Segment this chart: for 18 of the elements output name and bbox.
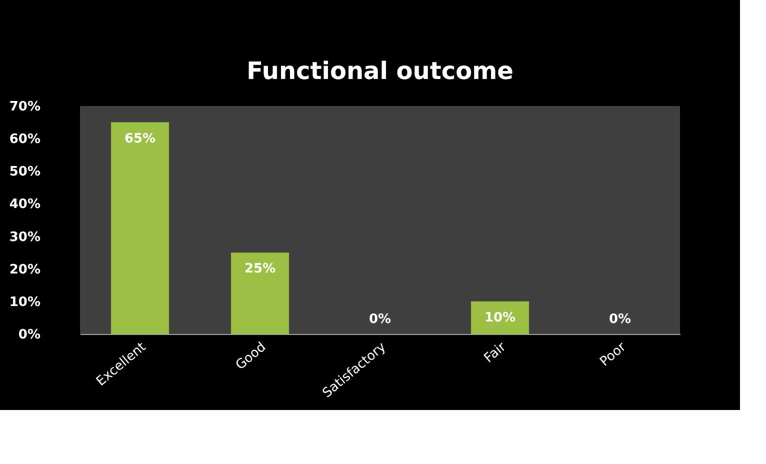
data-label: 65% (124, 131, 156, 146)
y-tick-label: 10% (9, 294, 40, 310)
x-tick-label: Fair (482, 339, 510, 366)
y-tick-label: 70% (9, 100, 40, 114)
y-tick-label: 50% (9, 164, 40, 180)
data-label: 10% (484, 310, 516, 326)
bar (471, 301, 529, 334)
y-tick-label: 20% (9, 262, 40, 278)
data-label: 0% (368, 312, 392, 327)
bar (231, 252, 289, 334)
bar (111, 122, 169, 334)
y-tick-label: 0% (18, 328, 40, 342)
data-label: 25% (244, 262, 276, 277)
chart-title: Functional outcome (246, 57, 514, 85)
y-tick-label: 40% (9, 197, 40, 212)
y-tick-label: 60% (9, 132, 40, 148)
y-tick-label: 30% (9, 230, 40, 245)
data-label: 0% (608, 312, 632, 327)
